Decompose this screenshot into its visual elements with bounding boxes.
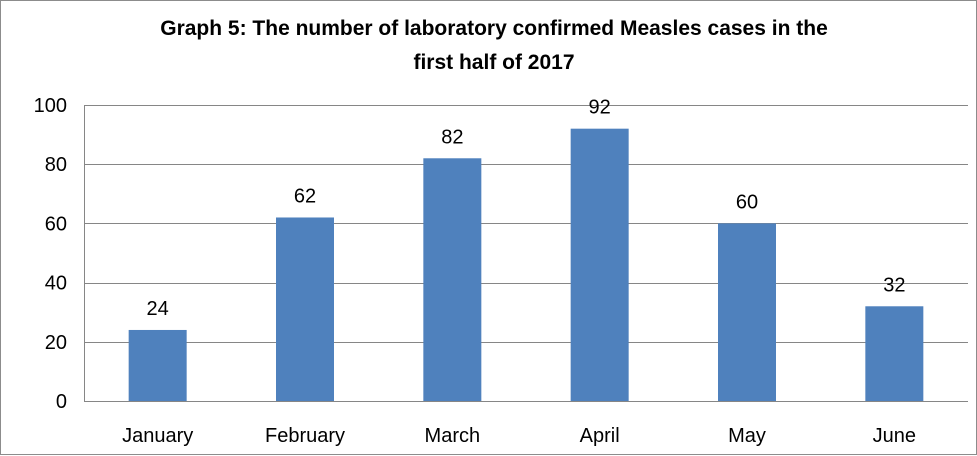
x-tick-label-february: February [265,425,345,447]
bar-april [570,128,629,401]
chart-title-line-2: first half of 2017 [413,51,574,74]
data-label-january: 24 [147,298,169,320]
x-tick-label-may: May [728,425,766,447]
data-label-february: 62 [294,185,316,207]
y-tick-label: 40 [45,273,67,295]
chart-title-line-1: Graph 5: The number of laboratory confir… [160,17,828,40]
x-tick-label-june: June [873,425,916,447]
gridlines [84,105,968,402]
y-tick-label: 60 [45,213,67,235]
data-labels: 24 62 82 92 60 32 [147,97,906,320]
bar-february [276,217,334,401]
data-label-april: 92 [589,97,611,119]
bar-january [128,329,187,401]
x-tick-label-january: January [122,425,193,447]
y-tick-label: 20 [45,332,67,354]
x-tick-label-march: March [425,425,481,447]
bar-june [865,306,924,401]
data-label-june: 32 [883,274,905,296]
x-tick-label-april: April [580,425,620,447]
bar-march [423,158,482,401]
y-tick-label: 80 [45,154,67,176]
y-tick-label: 0 [56,391,67,413]
data-label-march: 82 [441,126,463,148]
data-label-may: 60 [736,191,758,213]
bar-may [718,223,776,401]
chart-title: Graph 5: The number of laboratory confir… [160,17,828,74]
y-tick-label: 100 [34,95,67,117]
bars [128,128,924,401]
y-axis-tick-labels: 0 20 40 60 80 100 [34,95,67,413]
x-axis-tick-labels: January February March April May June [122,425,916,447]
